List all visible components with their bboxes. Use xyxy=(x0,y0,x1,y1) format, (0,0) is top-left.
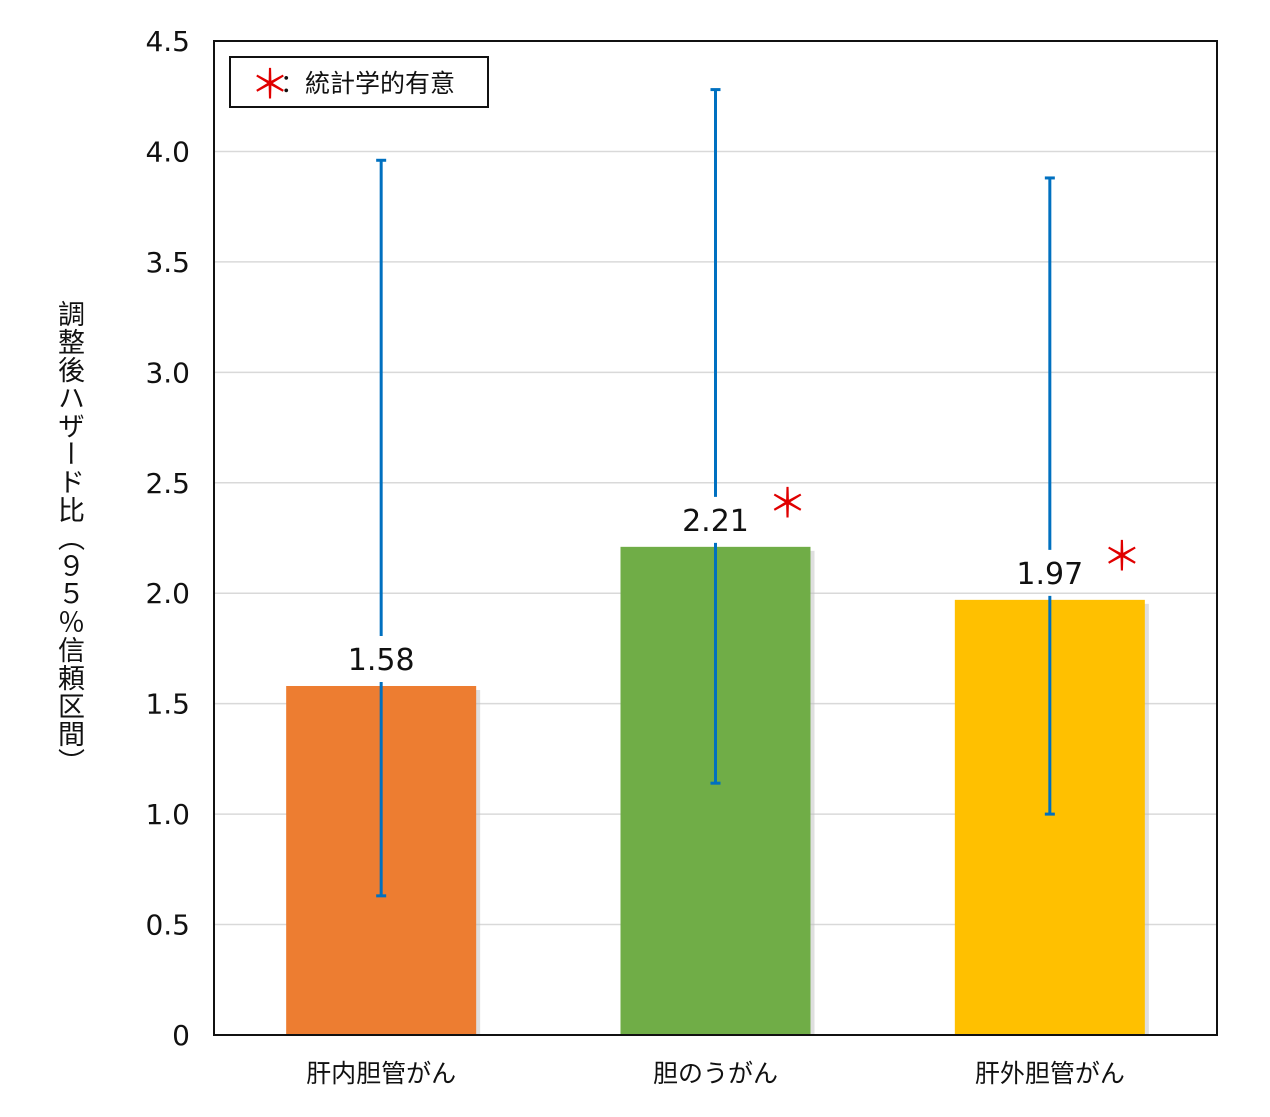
data-label-bg xyxy=(667,500,764,539)
y-tick-label: 2.5 xyxy=(145,467,190,500)
legend-box xyxy=(229,56,489,108)
significance-star: ＊ xyxy=(768,481,808,527)
y-tick-label: 3.0 xyxy=(145,356,190,389)
data-label: 1.58 xyxy=(348,643,415,678)
data-label-bg xyxy=(333,639,430,678)
legend: ＊ ：統計学的有意 xyxy=(229,56,489,108)
data-label: 2.21 xyxy=(682,504,749,539)
y-axis-label: 調整後ハザード比（９５％信頼区間） xyxy=(53,300,84,776)
y-tick-labels: 0 0.5 1.0 1.5 2.0 2.5 3.0 3.5 4.0 4.5 xyxy=(145,25,190,1052)
y-tick-label: 4.5 xyxy=(145,25,190,58)
bars xyxy=(286,546,1149,1035)
significance-star: ＊ xyxy=(1102,534,1142,580)
data-label-bg xyxy=(1001,553,1098,592)
x-category-label: 肝外胆管がん xyxy=(975,1059,1125,1088)
data-labels: 1.58 2.21 ＊ 1.97 ＊ xyxy=(333,481,1142,678)
legend-star: ＊ xyxy=(250,62,290,108)
x-category-label: 肝内胆管がん xyxy=(306,1059,456,1088)
y-tick-label: 4.0 xyxy=(145,135,190,168)
error-bars xyxy=(376,88,1055,898)
plot-frame xyxy=(213,40,1218,1036)
y-tick-label: 1.0 xyxy=(145,798,190,831)
x-category-labels: 肝内胆管がん 胆のうがん 肝外胆管がん xyxy=(306,1059,1125,1088)
data-label: 1.97 xyxy=(1016,557,1083,592)
x-category-label: 胆のうがん xyxy=(653,1059,778,1088)
y-tick-label: 2.0 xyxy=(145,577,190,610)
y-tick-label: 1.5 xyxy=(145,688,190,721)
y-tick-label: 3.5 xyxy=(145,246,190,279)
y-tick-label: 0 xyxy=(172,1019,190,1052)
legend-text: ：統計学的有意 xyxy=(280,69,455,98)
y-tick-label: 0.5 xyxy=(145,909,190,942)
